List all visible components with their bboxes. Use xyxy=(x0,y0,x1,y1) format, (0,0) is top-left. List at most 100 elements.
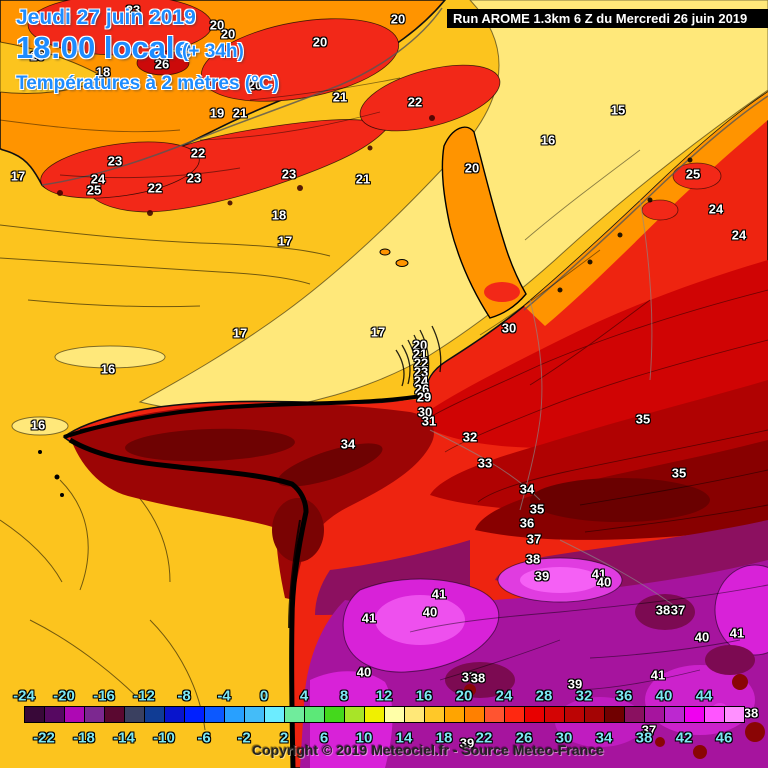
temp-label: 34 xyxy=(340,436,356,452)
scale-tick-label: 24 xyxy=(495,687,513,705)
scale-cell xyxy=(64,706,85,723)
temp-label: 22 xyxy=(407,94,423,110)
scale-tick-label: -20 xyxy=(53,687,75,705)
temp-label: 34 xyxy=(519,481,535,497)
temp-label: 37 xyxy=(461,669,477,685)
temp-label: 35 xyxy=(529,501,545,517)
scale-cell xyxy=(464,706,485,723)
scale-cell xyxy=(44,706,65,723)
temp-label: 25 xyxy=(86,182,102,198)
temp-label: 32 xyxy=(462,429,478,445)
brittany-peninsula xyxy=(38,248,434,768)
temp-label: 41 xyxy=(591,566,607,582)
scale-cell xyxy=(324,706,345,723)
scale-tick-label: 2 xyxy=(279,729,289,747)
temp-label: 19 xyxy=(209,105,225,121)
temp-label: 20 xyxy=(390,11,406,27)
scale-cell xyxy=(604,706,625,723)
scale-tick-label: 12 xyxy=(375,687,393,705)
temp-label: 33 xyxy=(477,455,493,471)
temp-label: 17 xyxy=(370,324,386,340)
scale-cell xyxy=(244,706,265,723)
temp-label: 38 xyxy=(525,551,541,567)
scale-tick-label: 32 xyxy=(575,687,593,705)
scale-cell xyxy=(224,706,245,723)
scale-tick-label: 22 xyxy=(475,729,493,747)
scale-tick-label: -12 xyxy=(133,687,155,705)
scale-tick-label: -22 xyxy=(33,729,55,747)
scale-cell xyxy=(384,706,405,723)
temp-label: 22 xyxy=(147,180,163,196)
scale-cell xyxy=(204,706,225,723)
temp-label: 21 xyxy=(355,171,371,187)
temp-label: 20 xyxy=(247,77,263,93)
temp-label: 39 xyxy=(459,735,475,751)
scale-cell xyxy=(424,706,445,723)
temp-label: 31 xyxy=(421,413,437,429)
temp-label: 15 xyxy=(610,102,626,118)
temp-label: 41 xyxy=(361,610,377,626)
temp-label: 41 xyxy=(650,667,666,683)
scale-cell xyxy=(684,706,705,723)
scale-tick-label: -18 xyxy=(73,729,95,747)
temp-label: 20 xyxy=(209,17,225,33)
temp-label: 20 xyxy=(312,34,328,50)
temp-label: 17 xyxy=(232,325,248,341)
temp-label: 18 xyxy=(271,207,287,223)
temp-label: 20 xyxy=(412,337,428,353)
temp-label: 30 xyxy=(417,404,433,420)
scale-tick-label: 18 xyxy=(435,729,453,747)
temp-label: 21 xyxy=(332,89,348,105)
temp-label: 25 xyxy=(685,166,701,182)
scale-tick-label: 44 xyxy=(695,687,713,705)
scale-cell xyxy=(404,706,425,723)
scale-tick-label: 38 xyxy=(635,729,653,747)
copyright-notice: Copyright © 2019 Meteociel.fr - Source M… xyxy=(252,742,604,758)
temp-label: 30 xyxy=(501,320,517,336)
temp-label: 16 xyxy=(100,361,116,377)
scale-cell xyxy=(564,706,585,723)
temp-label: 38 xyxy=(743,705,759,721)
scale-tick-label: -8 xyxy=(177,687,191,705)
cool-lens xyxy=(54,345,166,369)
temp-label: 35 xyxy=(635,411,651,427)
scale-cell xyxy=(184,706,205,723)
temp-label: 16 xyxy=(540,132,556,148)
temp-label: 40 xyxy=(422,604,438,620)
contour-cluster xyxy=(395,325,442,387)
temp-label: 18 xyxy=(95,64,111,80)
temp-label: 35 xyxy=(671,465,687,481)
temp-label: 40 xyxy=(356,664,372,680)
scale-tick-label: -14 xyxy=(113,729,135,747)
scale-cell xyxy=(104,706,125,723)
scale-tick-label: -6 xyxy=(197,729,211,747)
scale-tick-label: 10 xyxy=(355,729,373,747)
temp-label: 29 xyxy=(416,389,432,405)
scale-tick-label: -4 xyxy=(217,687,231,705)
scale-cell xyxy=(584,706,605,723)
model-run-bar: Run AROME 1.3km 6 Z du Mercredi 26 juin … xyxy=(447,9,768,28)
temp-label: 41 xyxy=(729,625,745,641)
temp-label: 36 xyxy=(519,515,535,531)
scale-tick-label: 34 xyxy=(595,729,613,747)
scale-cell xyxy=(84,706,105,723)
temp-label: 23 xyxy=(107,153,123,169)
temp-label: 38 xyxy=(655,602,671,618)
temp-label: 22 xyxy=(413,355,429,371)
temp-label: 24 xyxy=(413,373,429,389)
temp-label: 40 xyxy=(694,629,710,645)
temp-label: 17 xyxy=(10,168,26,184)
temp-label: 24 xyxy=(708,201,724,217)
scale-tick-label: 40 xyxy=(655,687,673,705)
scale-cell xyxy=(484,706,505,723)
scale-cell xyxy=(504,706,525,723)
scale-cell xyxy=(364,706,385,723)
temp-label: 17 xyxy=(277,233,293,249)
scale-tick-label: 0 xyxy=(259,687,269,705)
temp-label: 21 xyxy=(412,346,428,362)
scale-tick-label: -2 xyxy=(237,729,251,747)
scale-cell xyxy=(124,706,145,723)
temp-label: 26 xyxy=(154,56,170,72)
